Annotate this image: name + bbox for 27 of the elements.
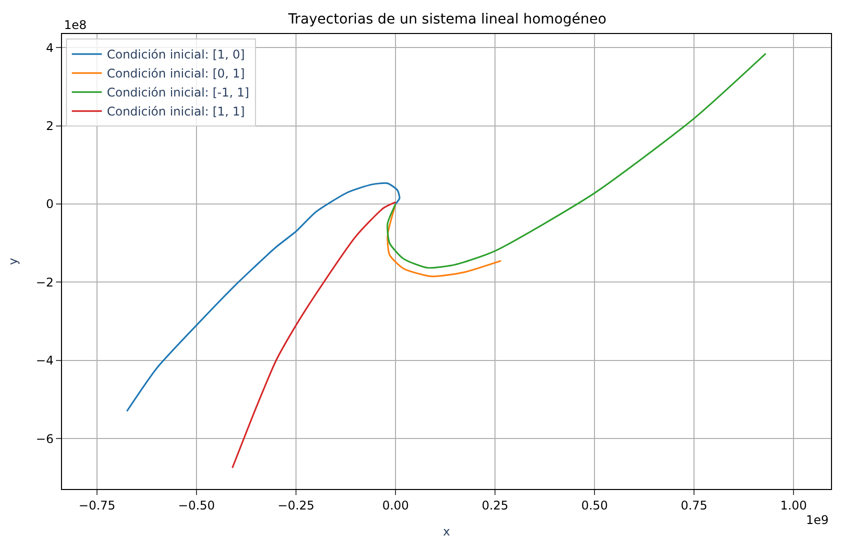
y-tick-label: 4 [46, 40, 54, 55]
x-tick-label: 0.50 [581, 498, 608, 512]
line-series [386, 203, 502, 278]
x-tick-label: −0.25 [278, 498, 314, 512]
y-axis-title: y [6, 258, 20, 266]
legend-label: Condición inicial: [1, 1] [106, 104, 245, 119]
x-tick-label: −0.75 [78, 498, 116, 512]
y-tick-label: 0 [46, 197, 54, 212]
y-tick-label: 2 [46, 119, 54, 134]
x-tick-label: 1.00 [780, 498, 807, 512]
x-tick-label: 0.00 [382, 498, 409, 512]
y-tick-label: −6 [36, 432, 54, 446]
line-series [386, 52, 767, 269]
y-tick-label: −4 [36, 354, 54, 368]
text: 1e9 [806, 513, 829, 527]
chart-title: Trayectorias de un sistema lineal homogéneo [287, 12, 606, 28]
text: 1e8 [64, 18, 87, 32]
legend-label: Condición inicial: [1, 0] [106, 48, 245, 62]
line-series [232, 201, 396, 469]
x-tick-label: 0.25 [482, 498, 508, 512]
x-tick-label: 0.75 [680, 498, 708, 512]
legend-label: Condición inicial: [0, 1] [106, 66, 245, 81]
line-series [126, 182, 400, 412]
legend-label: Condición inicial: [-1, 1] [106, 86, 250, 100]
x-tick-label: −0.50 [178, 498, 215, 512]
y-tick-label: −2 [36, 275, 54, 290]
x-axis-title: x [442, 524, 450, 538]
